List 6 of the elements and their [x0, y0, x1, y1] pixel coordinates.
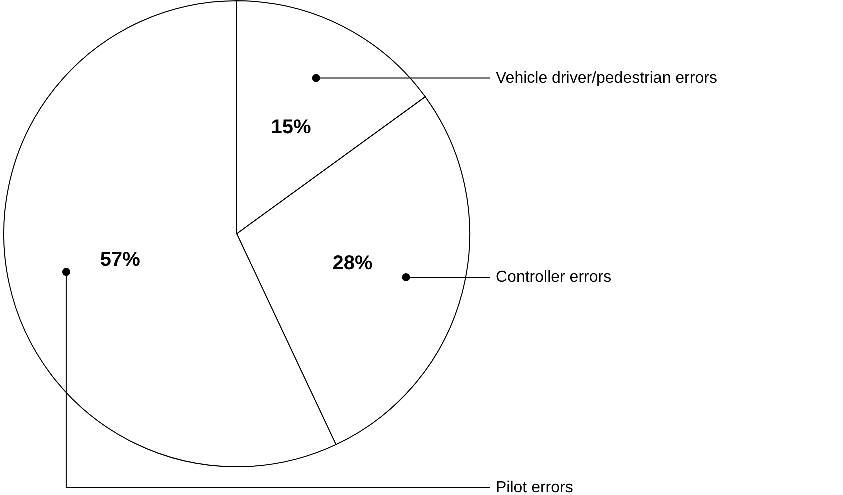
slice-label: Pilot errors	[496, 480, 574, 495]
slice-label: Controller errors	[496, 268, 612, 286]
slice-label: Vehicle driver/pedestrian errors	[496, 70, 718, 87]
data-label: 28%	[332, 252, 373, 275]
data-label: 15%	[271, 116, 312, 139]
data-label: 57%	[100, 249, 141, 272]
